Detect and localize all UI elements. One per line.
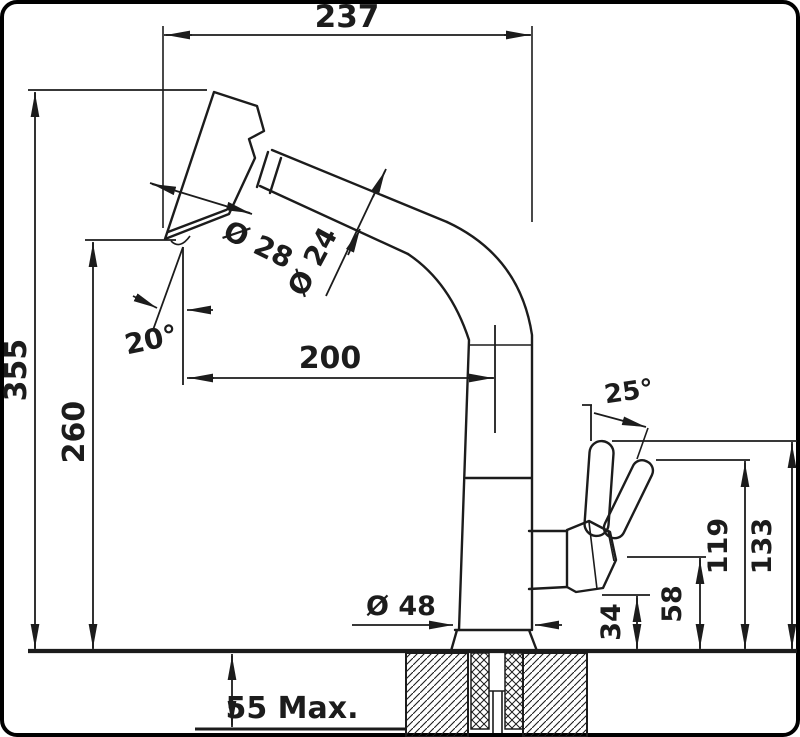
tube-bottom-edge (258, 184, 410, 256)
dim-reach: 200 (187, 325, 496, 433)
arrow (345, 228, 361, 256)
spray-head-outlet-face (166, 208, 228, 234)
dim-label-head-diameter: Ø 28 (218, 214, 298, 275)
spray-head-tip (170, 235, 191, 246)
dim-label-counter-thickness: 55 Max. (225, 691, 358, 726)
angle-leg-line (152, 246, 184, 331)
dim-counter-thickness: 55 Max. (225, 654, 359, 727)
dim-head-angle: 20° (122, 246, 213, 385)
threaded-stud-left (470, 652, 490, 730)
tube-top-edge (270, 148, 449, 224)
dim-top-width: 237 (162, 0, 533, 228)
dim-spout-diameter: Ø 24 (281, 168, 387, 302)
dim-base-diameter: Ø 48 (352, 591, 562, 630)
angle-leader-line (636, 427, 649, 460)
arrow (593, 412, 647, 428)
dim-head-diameter: Ø 28 (149, 182, 298, 275)
spray-head-outline (163, 90, 266, 241)
dim-label-body-lower: 34 (596, 603, 627, 641)
dim-handle-height-upright: 133 (612, 440, 797, 649)
spout-tube (255, 148, 534, 632)
supply-hose (489, 690, 505, 733)
dim-spout-height: 260 (57, 239, 176, 649)
dim-overall-height: 355 (0, 89, 207, 649)
angle-reference-line (582, 404, 592, 441)
dim-label-overall-height: 355 (0, 339, 34, 402)
dim-label-handle-height-upright: 133 (747, 518, 778, 574)
handle-housing (527, 529, 569, 591)
dim-label-spout-diameter: Ø 24 (281, 222, 344, 302)
arrow (132, 293, 158, 309)
dim-handle-angle: 25° (582, 374, 655, 460)
counter-hatch-left (405, 652, 469, 737)
base-flange (449, 628, 539, 653)
dim-label-spout-height: 260 (57, 401, 92, 464)
dim-label-handle-angle: 25° (602, 374, 655, 411)
connector-ring (268, 156, 283, 195)
arrow (151, 183, 177, 196)
handle-lever-upright (583, 439, 615, 538)
dim-label-top-width: 237 (315, 0, 380, 35)
connector-ring (255, 150, 270, 189)
neck-outer-curve (445, 220, 534, 632)
dim-label-base-diameter: Ø 48 (366, 591, 436, 622)
arrow (370, 170, 386, 198)
spray-head (163, 90, 266, 246)
handle-assembly (527, 439, 655, 594)
cartridge-cap (565, 519, 618, 594)
handle-lever-tilted (602, 459, 655, 540)
dim-label-body-upper: 58 (657, 585, 688, 623)
faucet-body (449, 344, 539, 653)
dim-body-upper: 58 (627, 556, 706, 649)
countertop-section (28, 648, 797, 737)
dim-label-head-angle: 20° (122, 318, 181, 361)
dim-body-lower: 34 (596, 594, 650, 649)
threaded-stud-right (504, 652, 524, 730)
dim-label-reach: 200 (299, 341, 362, 376)
counter-hatch-right (522, 652, 588, 737)
dim-label-handle-height-tilted: 119 (703, 518, 734, 574)
dim-handle-height-tilted: 119 (656, 459, 750, 649)
arrow (225, 201, 251, 214)
neck-inner-curve (406, 252, 471, 632)
